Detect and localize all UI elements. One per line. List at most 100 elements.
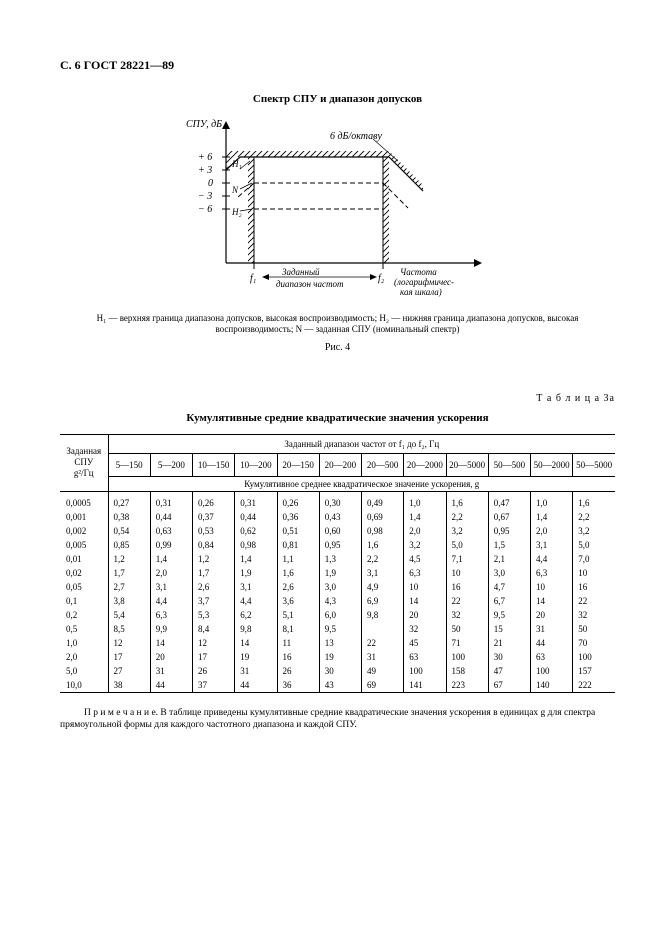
col-header: 20—500 — [362, 453, 404, 476]
cell: 223 — [446, 678, 488, 693]
cell: 16 — [446, 580, 488, 594]
columns-row: 5—1505—20010—15010—20020—15020—20020—500… — [60, 453, 615, 476]
cell: 3,6 — [277, 594, 319, 608]
cell: 0,44 — [150, 510, 192, 524]
cell: 14 — [150, 636, 192, 650]
cell: 0,95 — [319, 538, 361, 552]
col-header: 20—5000 — [446, 453, 488, 476]
cell: 1,7 — [108, 566, 150, 580]
cell: 44 — [531, 636, 573, 650]
cell: 27 — [108, 664, 150, 678]
cell: 31 — [235, 664, 277, 678]
xaxis-l3: кая шкала) — [400, 287, 442, 297]
cell: 4,4 — [150, 594, 192, 608]
cell: 13 — [319, 636, 361, 650]
col-header: 50—2000 — [531, 453, 573, 476]
x-f2: f₂ — [378, 273, 385, 284]
cell: 16 — [573, 580, 615, 594]
cell: 30 — [319, 664, 361, 678]
cell: 63 — [404, 650, 446, 664]
cell: 5,0 — [573, 538, 615, 552]
cell: 0,67 — [488, 510, 530, 524]
cell: 140 — [531, 678, 573, 693]
cell: 10 — [531, 580, 573, 594]
table-number: Т а б л и ц а 3а — [60, 393, 615, 404]
page-header: С. 6 ГОСТ 28221—89 — [60, 58, 615, 73]
figure-wrap: СПУ, дБ + 6 + 3 0 − 3 − 6 — [60, 115, 615, 305]
cell: 7,1 — [446, 552, 488, 566]
cell: 1,6 — [573, 491, 615, 510]
row-key: 0,02 — [60, 566, 108, 580]
data-table: Заданная СПУ g²/Гц Заданный диапазон час… — [60, 434, 615, 693]
row-key: 0,05 — [60, 580, 108, 594]
top-header: Заданный диапазон частот от f₁ до f₂, Гц — [108, 434, 615, 453]
cell: 49 — [362, 664, 404, 678]
cell: 2,6 — [193, 580, 235, 594]
cell: 1,4 — [531, 510, 573, 524]
figure-caption: Н₁ — верхняя граница диапазона допусков,… — [90, 313, 585, 336]
row-key: 10,0 — [60, 678, 108, 693]
sub-header: Кумулятивное среднее квадратическое знач… — [108, 476, 615, 491]
left-header: Заданная СПУ g²/Гц — [60, 434, 108, 491]
cell: 6,3 — [404, 566, 446, 580]
cell: 6,2 — [235, 608, 277, 622]
table-row: 1,0121412141113224571214470 — [60, 636, 615, 650]
cell: 50 — [446, 622, 488, 636]
table-row: 0,021,72,01,71,91,61,93,16,3103,06,310 — [60, 566, 615, 580]
cell: 20 — [404, 608, 446, 622]
cell: 3,2 — [446, 524, 488, 538]
table-row: 0,052,73,12,63,12,63,04,910164,71016 — [60, 580, 615, 594]
cell: 0,36 — [277, 510, 319, 524]
cell: 4,3 — [319, 594, 361, 608]
cell: 2,1 — [488, 552, 530, 566]
table-note: П р и м е ч а н и е. В таблице приведены… — [60, 707, 615, 732]
cell: 38 — [108, 678, 150, 693]
cell: 3,1 — [362, 566, 404, 580]
figure-label: Рис. 4 — [60, 342, 615, 353]
cell: 10 — [573, 566, 615, 580]
col-header: 20—200 — [319, 453, 361, 476]
cell: 100 — [531, 664, 573, 678]
cell: 1,6 — [446, 491, 488, 510]
cell: 158 — [446, 664, 488, 678]
col-header: 20—150 — [277, 453, 319, 476]
cell: 1,2 — [108, 552, 150, 566]
xaxis-l1: Частота — [400, 267, 437, 277]
cell — [362, 622, 404, 636]
cell: 2,0 — [404, 524, 446, 538]
cell: 2,6 — [277, 580, 319, 594]
cell: 1,0 — [404, 491, 446, 510]
col-header: 50—500 — [488, 453, 530, 476]
row-key: 0,005 — [60, 538, 108, 552]
cell: 4,5 — [404, 552, 446, 566]
cell: 7,0 — [573, 552, 615, 566]
cell: 6,9 — [362, 594, 404, 608]
cell: 31 — [531, 622, 573, 636]
h2-label: Н₂ — [231, 207, 242, 217]
ytick-3: − 3 — [198, 191, 212, 202]
cell: 1,4 — [150, 552, 192, 566]
cell: 14 — [235, 636, 277, 650]
row-key: 0,1 — [60, 594, 108, 608]
cell: 3,2 — [404, 538, 446, 552]
cell: 4,4 — [531, 552, 573, 566]
cell: 32 — [446, 608, 488, 622]
cell: 45 — [404, 636, 446, 650]
figure-title: Спектр СПУ и диапазон допусков — [60, 93, 615, 105]
cell: 9,5 — [319, 622, 361, 636]
table-row: 0,58,59,98,49,88,19,53250153150 — [60, 622, 615, 636]
cell: 19 — [319, 650, 361, 664]
cell: 0,26 — [277, 491, 319, 510]
cell: 14 — [531, 594, 573, 608]
col-header: 50—5000 — [573, 453, 615, 476]
range-line1: Заданный — [282, 267, 320, 277]
spectrum-figure: СПУ, дБ + 6 + 3 0 − 3 − 6 — [178, 115, 498, 305]
cell: 10 — [446, 566, 488, 580]
cell: 3,8 — [108, 594, 150, 608]
cell: 9,8 — [235, 622, 277, 636]
cell: 1,3 — [319, 552, 361, 566]
cell: 141 — [404, 678, 446, 693]
col-header: 5—150 — [108, 453, 150, 476]
row-key: 0,0005 — [60, 491, 108, 510]
cell: 0,95 — [488, 524, 530, 538]
